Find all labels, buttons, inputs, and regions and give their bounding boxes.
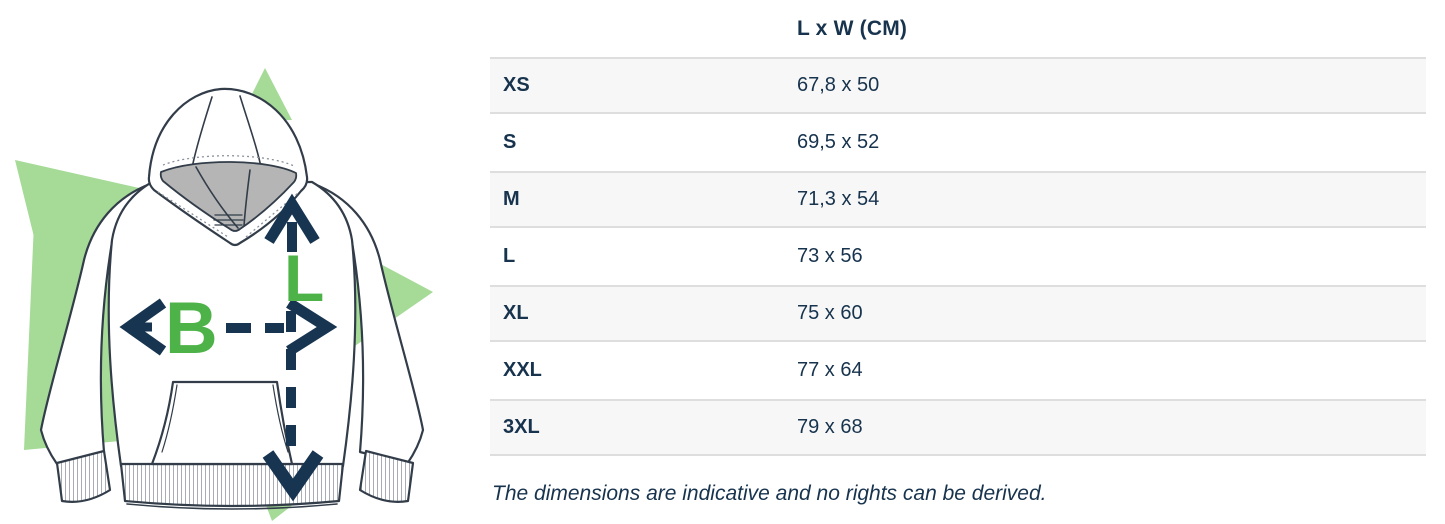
size-label: 3XL <box>503 416 540 438</box>
size-label: XL <box>503 302 529 324</box>
right-cuff <box>358 449 415 503</box>
table-row-l: L 73 x 56 <box>490 228 1426 285</box>
dimensions-footnote: The dimensions are indicative and no rig… <box>492 482 1047 505</box>
hem-bottom-edge <box>126 503 338 510</box>
dimensions-value: 69,5 x 52 <box>797 131 880 153</box>
left-cuff <box>55 449 112 503</box>
table-header-row: L x W (CM) <box>490 0 1426 57</box>
hoodie-diagram-svg: L B <box>15 68 433 521</box>
dimensions-value: 75 x 60 <box>797 302 863 324</box>
length-arrowhead-down <box>262 450 324 502</box>
hood-seam-left <box>191 96 213 169</box>
dimensions-value: 71,3 x 54 <box>797 188 880 210</box>
hood-lining <box>159 161 298 232</box>
kangaroo-pocket <box>150 380 294 466</box>
table-row-3xl: 3XL 79 x 68 <box>490 399 1426 456</box>
table-row-m: M 71,3 x 54 <box>490 171 1426 228</box>
dimensions-value: 77 x 64 <box>797 359 863 381</box>
lining-seam-left <box>195 166 239 229</box>
size-label: XXL <box>503 359 542 381</box>
pocket-stitch-left <box>161 384 178 453</box>
size-label: M <box>503 188 520 210</box>
hoodie-measurement-illustration: L B <box>0 0 470 524</box>
table-row-xxl: XXL 77 x 64 <box>490 342 1426 399</box>
collar-lines <box>213 214 244 226</box>
dimensions-value: 67,8 x 50 <box>797 74 880 96</box>
measurement-arrows <box>119 193 338 502</box>
size-table: L x W (CM) XS 67,8 x 50 S 69,5 x 52 M 71… <box>490 0 1426 456</box>
hoodie-garment <box>39 87 425 510</box>
size-label: S <box>503 131 517 153</box>
size-label: L <box>503 245 516 267</box>
table-row-xl: XL 75 x 60 <box>490 285 1426 342</box>
table-row-s: S 69,5 x 52 <box>490 114 1426 171</box>
pocket-stitch-right <box>272 384 289 453</box>
dimensions-value: 79 x 68 <box>797 416 863 438</box>
column-header-lxw: L x W (CM) <box>797 16 908 40</box>
width-arrowhead-left <box>119 298 167 356</box>
length-arrow <box>262 193 324 502</box>
length-label: L <box>284 241 324 315</box>
table-row-xs: XS 67,8 x 50 <box>490 57 1426 114</box>
dimensions-value: 73 x 56 <box>797 245 863 267</box>
width-arrowhead-right <box>286 298 338 356</box>
size-label: XS <box>503 74 530 96</box>
width-label: B <box>165 288 218 369</box>
width-arrow <box>119 298 338 356</box>
lining-seam-right <box>243 169 251 227</box>
length-arrowhead-up <box>264 193 320 244</box>
